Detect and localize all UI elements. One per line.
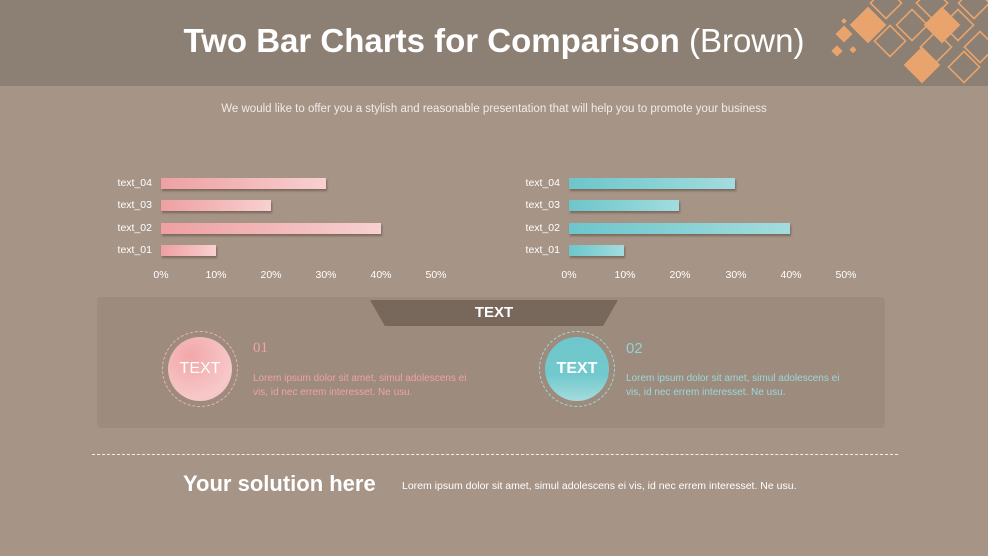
item-number-01: 01 [253, 340, 268, 356]
x-tick: 10% [205, 269, 227, 281]
row-label: text_04 [525, 177, 560, 189]
dashed-ring-02 [539, 331, 615, 407]
diamond-pattern-decoration [831, 0, 988, 84]
chart-row: text_02 [508, 221, 868, 235]
solution-title: Your solution here [183, 471, 376, 496]
x-tick: 50% [425, 269, 447, 281]
row-label: text_01 [117, 244, 152, 256]
title-variant: (Brown) [688, 22, 805, 59]
title-main: Two Bar Charts for Comparison [183, 22, 680, 59]
panel-tab-label: TEXT [474, 304, 514, 321]
x-tick: 20% [669, 269, 691, 281]
row-label: text_04 [117, 177, 152, 189]
page-title: Two Bar Charts for Comparison (Brown) [0, 22, 988, 60]
chart-row: text_04 [100, 176, 460, 190]
x-tick: 30% [725, 269, 747, 281]
row-label: text_01 [525, 244, 560, 256]
item-number-02: 02 [626, 340, 643, 357]
row-label: text_02 [525, 222, 560, 234]
circle-label: TEXT [179, 360, 221, 377]
chart-row: text_02 [100, 221, 460, 235]
panel-tab [370, 300, 618, 326]
x-tick: 40% [780, 269, 802, 281]
dashed-divider [92, 454, 898, 455]
subtitle: We would like to offer you a stylish and… [221, 103, 767, 115]
x-tick: 40% [370, 269, 392, 281]
bar-text-02 [569, 223, 790, 234]
x-tick: 50% [835, 269, 857, 281]
row-label: text_03 [525, 199, 560, 211]
bar-text-03 [161, 200, 271, 211]
chart-row: text_03 [100, 198, 460, 212]
bar-text-04 [569, 178, 735, 189]
circle-badge-01: TEXT [168, 337, 232, 401]
x-tick: 0% [561, 269, 577, 281]
bar-text-03 [569, 200, 679, 211]
chart-row: text_01 [100, 243, 460, 257]
dashed-ring-01 [162, 331, 238, 407]
item-description-01: Lorem ipsum dolor sit amet, simul adoles… [253, 373, 467, 398]
solution-text: Lorem ipsum dolor sit amet, simul adoles… [402, 480, 797, 492]
chart-row: text_04 [508, 176, 868, 190]
bar-text-01 [161, 245, 216, 256]
row-label: text_02 [117, 222, 152, 234]
circle-badge-02: TEXT [545, 337, 609, 401]
bar-chart-right: text_04 text_03 text_02 text_01 0% 10% 2… [508, 170, 868, 290]
bar-chart-left: text_04 text_03 text_02 text_01 0% 10% 2… [100, 170, 460, 290]
header-bar: Two Bar Charts for Comparison (Brown) [0, 0, 988, 86]
bar-text-01 [569, 245, 624, 256]
x-tick: 0% [153, 269, 169, 281]
bar-text-04 [161, 178, 326, 189]
circle-label: TEXT [556, 360, 598, 377]
chart-row: text_01 [508, 243, 868, 257]
x-tick: 30% [315, 269, 337, 281]
item-description-02: Lorem ipsum dolor sit amet, simul adoles… [626, 373, 840, 398]
chart-row: text_03 [508, 198, 868, 212]
x-tick: 20% [260, 269, 282, 281]
row-label: text_03 [117, 199, 152, 211]
bar-text-02 [161, 223, 381, 234]
x-tick: 10% [614, 269, 636, 281]
